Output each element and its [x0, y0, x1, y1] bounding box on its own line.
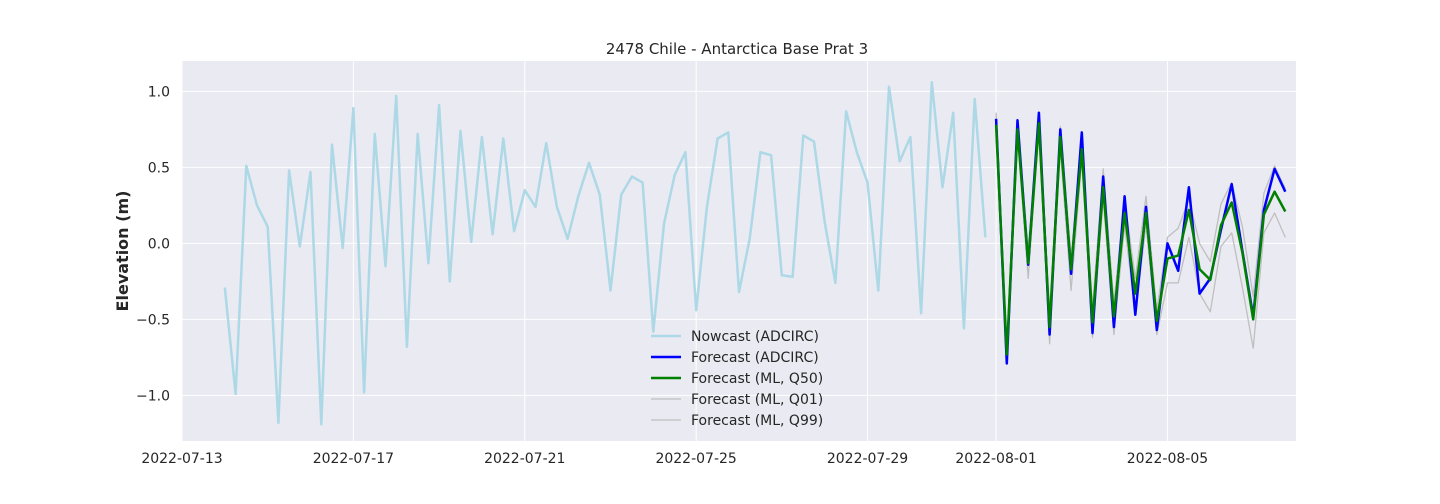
- series-layer: [223, 81, 1287, 426]
- y-tick-label: 0.5: [148, 160, 170, 176]
- y-tick-label: −1.0: [136, 388, 170, 404]
- legend: Nowcast (ADCIRC) Forecast (ADCIRC) Forecas…: [651, 329, 823, 429]
- chart-title: 2478 Chile - Antarctica Base Prat 3: [606, 40, 868, 58]
- y-axis-label: Elevation (m): [113, 191, 132, 312]
- x-tick-label: 2022-07-25: [655, 451, 736, 467]
- legend-label: Forecast (ADCIRC): [691, 350, 819, 366]
- series-line-forecast-ml-q50: [994, 122, 1287, 356]
- legend-label: Nowcast (ADCIRC): [691, 329, 819, 345]
- y-axis-ticks: 1.0 0.5 0.0 −0.5 −1.0: [136, 84, 170, 404]
- legend-label: Forecast (ML, Q01): [691, 392, 823, 408]
- x-tick-label: 2022-08-01: [955, 451, 1036, 467]
- x-tick-label: 2022-08-05: [1127, 451, 1208, 467]
- series-line-nowcast-adcirc: [223, 81, 987, 426]
- y-tick-label: 1.0: [148, 84, 170, 100]
- x-tick-label: 2022-07-29: [827, 451, 908, 467]
- x-axis-ticks: 2022-07-13 2022-07-17 2022-07-21 2022-07-25…: [141, 451, 1208, 467]
- legend-label: Forecast (ML, Q99): [691, 413, 823, 429]
- y-tick-label: 0.0: [148, 236, 170, 252]
- y-tick-label: −0.5: [136, 312, 170, 328]
- x-tick-label: 2022-07-21: [484, 451, 565, 467]
- x-tick-label: 2022-07-13: [141, 451, 222, 467]
- legend-label: Forecast (ML, Q50): [691, 371, 823, 387]
- x-tick-label: 2022-07-17: [313, 451, 394, 467]
